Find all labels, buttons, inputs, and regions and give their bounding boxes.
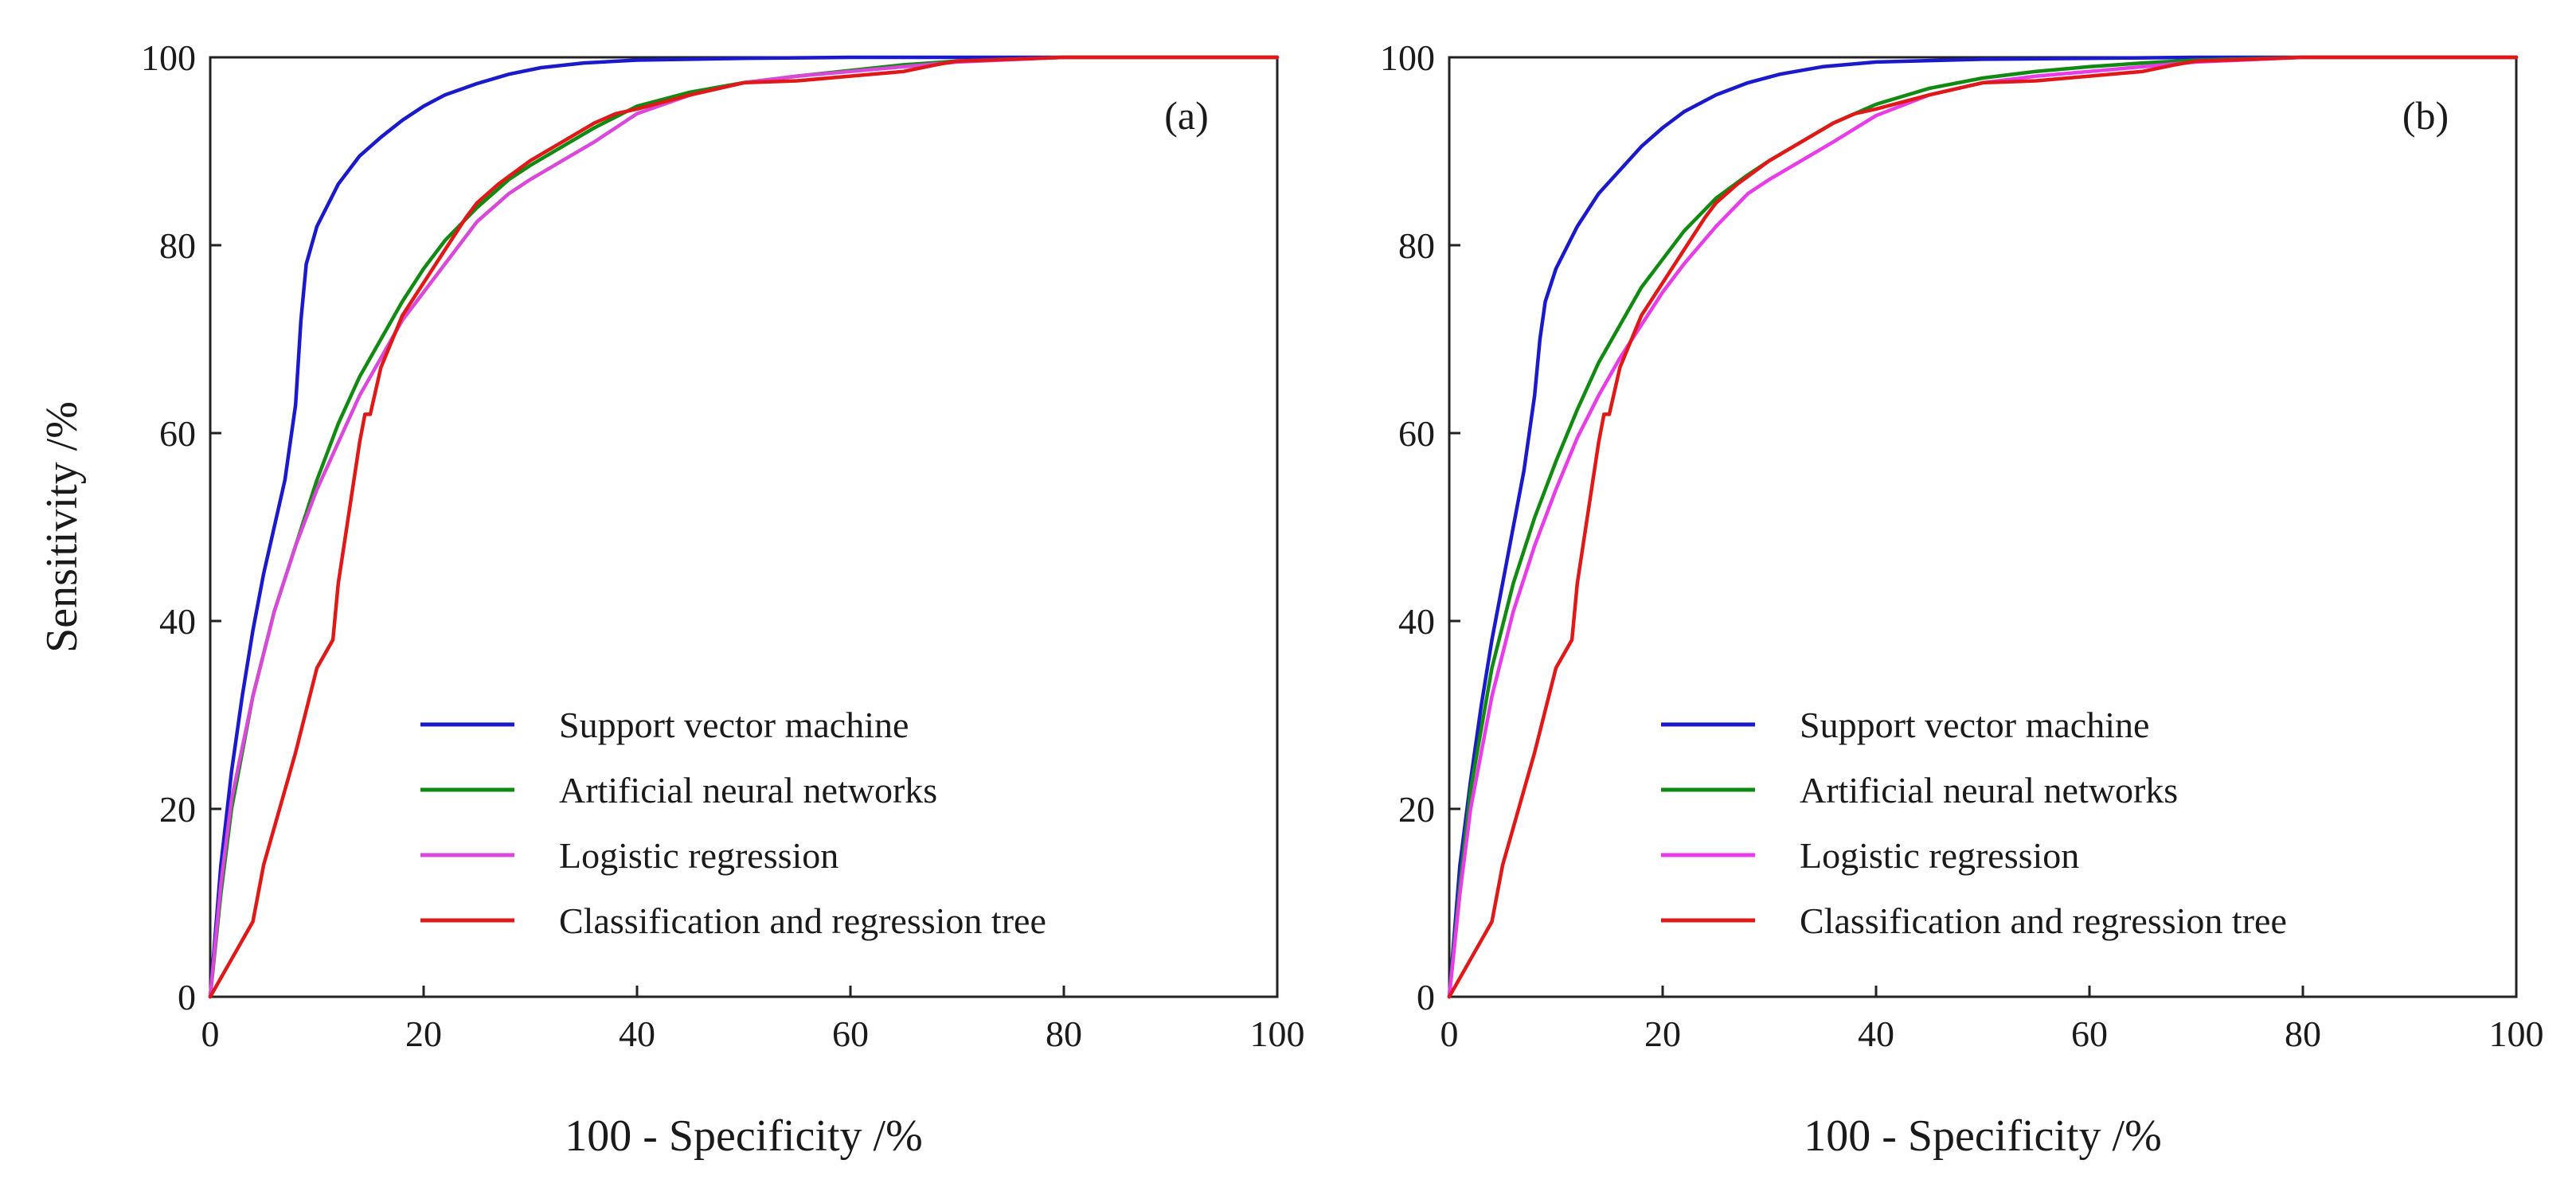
series-lines [1447, 55, 2519, 999]
series-line-logistic-regression [208, 55, 1280, 999]
legend: Support vector machine Artificial neural … [1661, 705, 2287, 941]
roc-panel-b: 0 20 40 60 80 100 0 20 40 60 80 100 (b) 100 - Speci… [1380, 37, 2544, 1161]
y-tick-label: 80 [159, 225, 196, 266]
x-tick-label: 100 [2489, 1013, 2544, 1054]
x-tick-label: 100 [1250, 1013, 1305, 1054]
legend-label-artificial-neural-networks: Artificial neural networks [1800, 770, 2178, 810]
series-line-classification-and-regression-tree [208, 55, 1280, 999]
x-tick-label: 80 [1046, 1013, 1082, 1054]
x-tick-label: 60 [2071, 1013, 2108, 1054]
legend-label-classification-and-regression-tree: Classification and regression tree [559, 900, 1046, 941]
axis-ticks: 0 20 40 60 80 100 0 20 40 60 80 100 [141, 37, 1305, 1054]
y-tick-label: 0 [1417, 977, 1435, 1017]
series-lines [208, 55, 1280, 999]
legend-label-support-vector-machine: Support vector machine [559, 705, 909, 745]
panel-label: (a) [1164, 93, 1209, 138]
legend-label-logistic-regression: Logistic regression [1800, 835, 2079, 876]
legend-label-support-vector-machine: Support vector machine [1800, 705, 2149, 745]
y-axis-title: Sensitivity /% [37, 401, 87, 653]
x-axis-title: 100 - Specificity /% [1804, 1111, 2161, 1161]
legend: Support vector machine Artificial neural … [420, 705, 1046, 941]
x-tick-label: 0 [1440, 1013, 1459, 1054]
x-tick-label: 0 [201, 1013, 220, 1054]
x-axis-title: 100 - Specificity /% [565, 1111, 922, 1161]
x-tick-label: 40 [1858, 1013, 1894, 1054]
series-line-classification-and-regression-tree [1447, 55, 2519, 999]
y-tick-label: 0 [178, 977, 196, 1017]
y-tick-label: 40 [1398, 601, 1435, 642]
x-tick-label: 80 [2285, 1013, 2321, 1054]
y-tick-label: 20 [1398, 789, 1435, 830]
y-tick-label: 100 [141, 37, 196, 78]
y-tick-label: 80 [1398, 225, 1435, 266]
y-tick-label: 20 [159, 789, 196, 830]
x-tick-label: 40 [619, 1013, 655, 1054]
x-tick-label: 20 [1644, 1013, 1681, 1054]
series-line-support-vector-machine [208, 55, 1280, 999]
y-tick-label: 60 [159, 413, 196, 454]
y-tick-label: 100 [1380, 37, 1435, 78]
x-tick-label: 20 [405, 1013, 442, 1054]
legend-label-artificial-neural-networks: Artificial neural networks [559, 770, 937, 810]
series-line-support-vector-machine [1447, 55, 2519, 999]
panel-label: (b) [2402, 93, 2449, 138]
roc-panel-a: 0 20 40 60 80 100 0 20 40 60 80 100 (a) 100 - Speci… [37, 37, 1305, 1161]
y-tick-label: 40 [159, 601, 196, 642]
legend-label-logistic-regression: Logistic regression [559, 835, 838, 876]
x-tick-label: 60 [832, 1013, 869, 1054]
series-line-logistic-regression [1447, 55, 2519, 999]
axis-ticks: 0 20 40 60 80 100 0 20 40 60 80 100 [1380, 37, 2544, 1054]
y-tick-label: 60 [1398, 413, 1435, 454]
legend-label-classification-and-regression-tree: Classification and regression tree [1800, 900, 2287, 941]
plot-frame [1448, 56, 2518, 998]
